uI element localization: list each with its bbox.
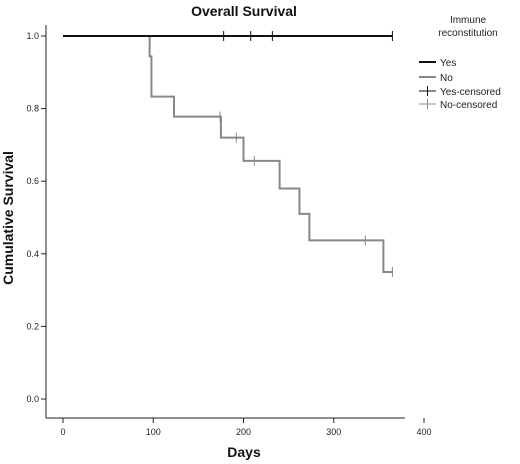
- x-tick-label: 400: [416, 427, 431, 437]
- legend: Immune reconstitution Yes No Yes-censore…: [419, 15, 501, 111]
- y-tick: 0.0: [26, 394, 46, 404]
- y-tick-label: 0.0: [26, 394, 39, 404]
- x-tick: 0: [60, 418, 66, 437]
- x-tick-label: 100: [146, 427, 161, 437]
- x-axis-ticks: 0 100 200 300 400: [60, 418, 432, 437]
- survival-curve-no: [63, 35, 393, 273]
- legend-label-yes: Yes: [440, 58, 456, 69]
- x-tick-label: 200: [236, 427, 251, 437]
- legend-label-yes-censored: Yes-censored: [440, 87, 501, 98]
- chart-title: Overall Survival: [191, 3, 297, 19]
- legend-label-no: No: [440, 73, 453, 84]
- survival-curves: [63, 31, 393, 277]
- y-tick-label: 0.2: [26, 321, 39, 331]
- x-tick: 200: [236, 418, 251, 437]
- x-tick: 300: [326, 418, 341, 437]
- y-tick: 0.2: [26, 321, 46, 331]
- y-tick-label: 0.8: [26, 104, 39, 114]
- y-tick: 0.8: [26, 104, 46, 114]
- y-tick: 1.0: [26, 31, 46, 41]
- x-axis-title: Days: [227, 444, 261, 460]
- y-tick-label: 0.6: [26, 176, 39, 186]
- x-tick: 100: [146, 418, 161, 437]
- y-tick-label: 1.0: [26, 31, 39, 41]
- legend-item-yes-censored: Yes-censored: [419, 86, 501, 98]
- legend-title-line-2: reconstitution: [438, 28, 497, 39]
- x-tick-label: 0: [60, 427, 65, 437]
- survival-series-no: [63, 35, 393, 277]
- y-tick-label: 0.4: [26, 249, 39, 259]
- x-tick: 400: [416, 418, 432, 437]
- legend-item-yes: Yes: [419, 58, 456, 69]
- survival-series-yes: [63, 31, 393, 41]
- y-axis-title: Cumulative Survival: [0, 151, 16, 285]
- y-axis-ticks: 0.0 0.2 0.4 0.6 0.8 1.0: [26, 31, 46, 404]
- y-tick: 0.4: [26, 249, 46, 259]
- y-tick: 0.6: [26, 176, 46, 186]
- x-tick-label: 300: [326, 427, 341, 437]
- legend-label-no-censored: No-censored: [440, 100, 497, 111]
- legend-title-line-1: Immune: [450, 15, 487, 26]
- axes: [45, 25, 405, 419]
- legend-item-no-censored: No-censored: [419, 99, 497, 111]
- legend-item-no: No: [419, 73, 453, 84]
